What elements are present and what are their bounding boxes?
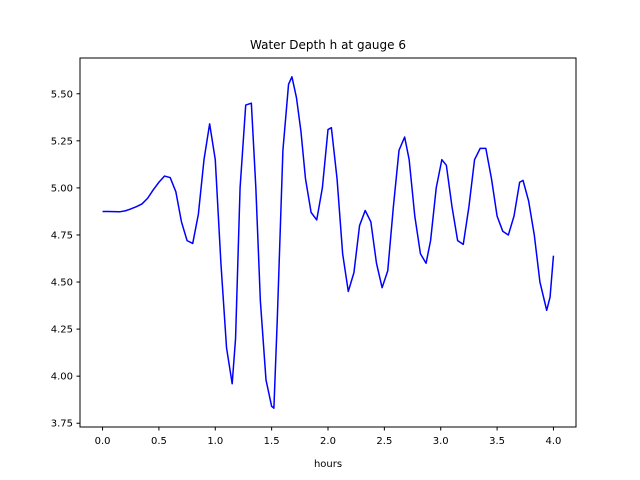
y-tick-label: 4.00 xyxy=(51,372,73,383)
y-tick-label: 4.50 xyxy=(51,278,73,289)
y-tick-label: 4.75 xyxy=(51,230,73,241)
y-axis: 3.75 4.00 4.25 4.50 4.75 5.00 5.25 5.50 xyxy=(51,89,80,430)
x-axis: 0.0 0.5 1.0 1.5 2.0 2.5 3.0 3.5 4.0 xyxy=(95,427,562,447)
x-tick-label: 1.5 xyxy=(264,436,280,447)
x-axis-label: hours xyxy=(314,459,342,470)
y-tick-label: 5.50 xyxy=(51,89,73,100)
x-tick-label: 3.5 xyxy=(489,436,505,447)
x-tick-label: 2.5 xyxy=(376,436,392,447)
series-line xyxy=(102,76,555,409)
x-tick-label: 3.0 xyxy=(433,436,449,447)
x-tick-label: 1.0 xyxy=(207,436,223,447)
x-tick-label: 0.5 xyxy=(151,436,167,447)
x-tick-label: 0.0 xyxy=(95,436,111,447)
y-tick-label: 3.75 xyxy=(51,419,73,430)
x-tick-label: 4.0 xyxy=(546,436,562,447)
plot-area xyxy=(102,76,555,409)
y-tick-label: 5.00 xyxy=(51,183,73,194)
x-tick-label: 2.0 xyxy=(320,436,336,447)
y-tick-label: 5.25 xyxy=(51,136,73,147)
chart-title: Water Depth h at gauge 6 xyxy=(250,38,406,52)
y-tick-label: 4.25 xyxy=(51,325,73,336)
